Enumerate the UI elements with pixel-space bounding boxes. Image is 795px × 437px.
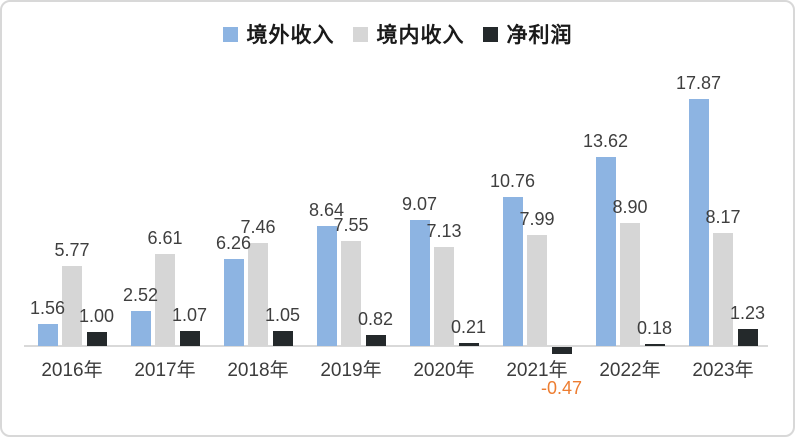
value-label: 8.17 (705, 206, 741, 227)
bar (62, 266, 82, 346)
value-label: 7.99 (519, 209, 555, 230)
chart-legend: 境外收入 境内收入 净利润 (2, 19, 793, 49)
bar (409, 220, 430, 346)
bar (155, 254, 175, 346)
x-axis-label: 2017年 (134, 360, 196, 381)
legend-item-domestic-revenue: 境内收入 (352, 19, 465, 49)
bar (502, 196, 523, 346)
bar (688, 98, 709, 346)
value-label: 17.87 (675, 72, 722, 93)
legend-item-net-profit: 净利润 (482, 19, 573, 49)
value-label: 1.07 (171, 305, 208, 326)
legend-marker-net-profit-icon (482, 26, 498, 42)
x-axis-label: 2018年 (227, 360, 289, 381)
value-label: 2.52 (122, 285, 159, 306)
value-label: 0.82 (357, 308, 394, 329)
bar (316, 226, 337, 346)
bar (434, 247, 454, 346)
value-label: 7.55 (333, 215, 369, 236)
x-axis-line (24, 345, 768, 347)
x-axis-label: 2020年 (413, 360, 475, 381)
value-label: 6.61 (147, 228, 183, 249)
legend-item-overseas-revenue: 境外收入 (222, 19, 335, 49)
value-label: 6.26 (215, 233, 252, 254)
value-label: 1.05 (264, 305, 301, 326)
x-axis-label: 2023年 (692, 360, 754, 381)
value-label: 5.77 (54, 240, 90, 261)
bar (248, 242, 268, 346)
bar (130, 311, 151, 346)
bar (551, 347, 572, 354)
legend-label-overseas-revenue: 境外收入 (246, 24, 335, 47)
value-label: 1.56 (29, 298, 66, 319)
bar (86, 332, 107, 346)
legend-label-domestic-revenue: 境内收入 (376, 24, 465, 47)
bar (527, 235, 547, 346)
bar (595, 157, 616, 346)
value-label: 13.62 (582, 131, 629, 152)
legend-marker-overseas-revenue-icon (222, 26, 238, 42)
value-label: 1.00 (78, 306, 115, 327)
value-label: -0.47 (540, 378, 583, 398)
bar (458, 343, 479, 346)
bar (272, 331, 293, 346)
bar (620, 222, 640, 346)
bar (644, 343, 665, 346)
bar (37, 324, 58, 346)
value-label: 1.23 (729, 302, 766, 323)
value-label: 7.46 (240, 216, 276, 237)
x-axis-label: 2019年 (320, 360, 382, 381)
value-label: 9.07 (401, 194, 438, 215)
bar (341, 241, 361, 346)
x-axis-label: 2021年 (506, 360, 568, 381)
bar (365, 334, 386, 346)
value-label: 7.13 (426, 221, 462, 242)
legend-marker-domestic-revenue-icon (352, 26, 368, 42)
value-label: 0.18 (636, 317, 673, 338)
bar (223, 259, 244, 346)
value-label: 8.64 (308, 200, 345, 221)
x-axis-label: 2022年 (599, 360, 661, 381)
bar (713, 232, 733, 346)
legend-label-net-profit: 净利润 (506, 24, 573, 47)
x-axis-label: 2016年 (41, 360, 103, 381)
value-label: 8.90 (612, 196, 648, 217)
value-label: 0.21 (450, 317, 487, 338)
bar (737, 328, 758, 346)
value-label: 10.76 (489, 170, 536, 191)
bar (179, 331, 200, 346)
